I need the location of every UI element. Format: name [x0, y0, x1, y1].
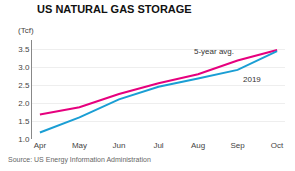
svg-text:May: May — [72, 141, 87, 150]
svg-text:2019: 2019 — [243, 75, 261, 84]
svg-text:3.5: 3.5 — [18, 45, 30, 54]
svg-text:(Tcf): (Tcf) — [18, 26, 34, 35]
svg-text:US NATURAL GAS STORAGE: US NATURAL GAS STORAGE — [37, 3, 192, 15]
svg-text:5-year avg.: 5-year avg. — [194, 47, 234, 56]
svg-text:Jul: Jul — [153, 141, 163, 150]
svg-text:2.0: 2.0 — [18, 99, 30, 108]
svg-text:Jun: Jun — [113, 141, 126, 150]
svg-text:Oct: Oct — [271, 141, 284, 150]
svg-text:1.0: 1.0 — [18, 135, 30, 144]
svg-text:2.5: 2.5 — [18, 81, 30, 90]
svg-text:1.5: 1.5 — [18, 117, 30, 126]
svg-text:Aug: Aug — [191, 141, 205, 150]
svg-text:Source: US Energy Information: Source: US Energy Information Administra… — [8, 156, 151, 164]
svg-text:Sep: Sep — [230, 141, 245, 150]
svg-text:3.0: 3.0 — [18, 63, 30, 72]
svg-text:Apr: Apr — [34, 141, 47, 150]
